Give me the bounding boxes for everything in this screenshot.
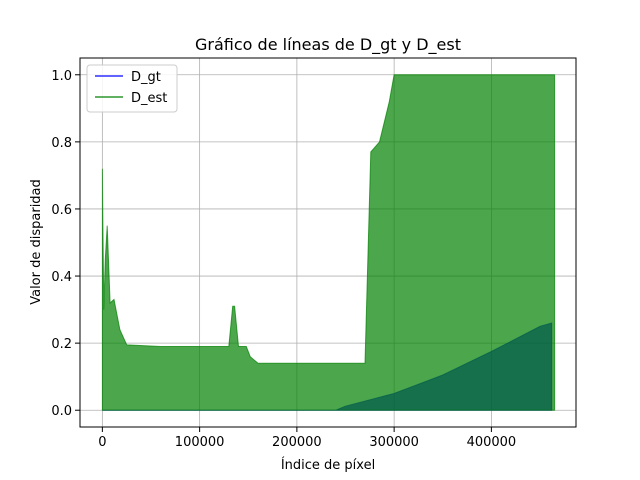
plot-frame [79,57,577,428]
legend-label-d-gt: D_gt [131,70,161,85]
y-tick-label: 1.0 [51,69,72,84]
x-tick-label: 400000 [467,435,517,450]
y-tick-label: 0.4 [51,270,72,285]
chart-title: Gráfico de líneas de D_gt y D_est [195,35,461,55]
series-d-est-band [101,74,556,411]
x-tick-label: 100000 [175,435,225,450]
y-tick-label: 0.8 [51,136,72,151]
legend: D_gt D_est [86,64,178,113]
x-axis-label: Índice de píxel [281,457,375,473]
y-axis-label: Valor de disparidad [29,179,44,305]
y-tick-label: 0.2 [51,337,72,352]
plot-layer [101,74,556,411]
x-tick-label: 0 [98,435,106,450]
legend-label-d-est: D_est [131,91,167,106]
tick-layer: 0 100000 200000 300000 400000 0.0 0.2 0.4 0.6 0.8… [51,69,516,450]
x-tick-label: 200000 [272,435,322,450]
y-tick-label: 0.6 [51,203,72,218]
x-tick-label: 300000 [369,435,419,450]
y-tick-label: 0.0 [51,404,72,419]
